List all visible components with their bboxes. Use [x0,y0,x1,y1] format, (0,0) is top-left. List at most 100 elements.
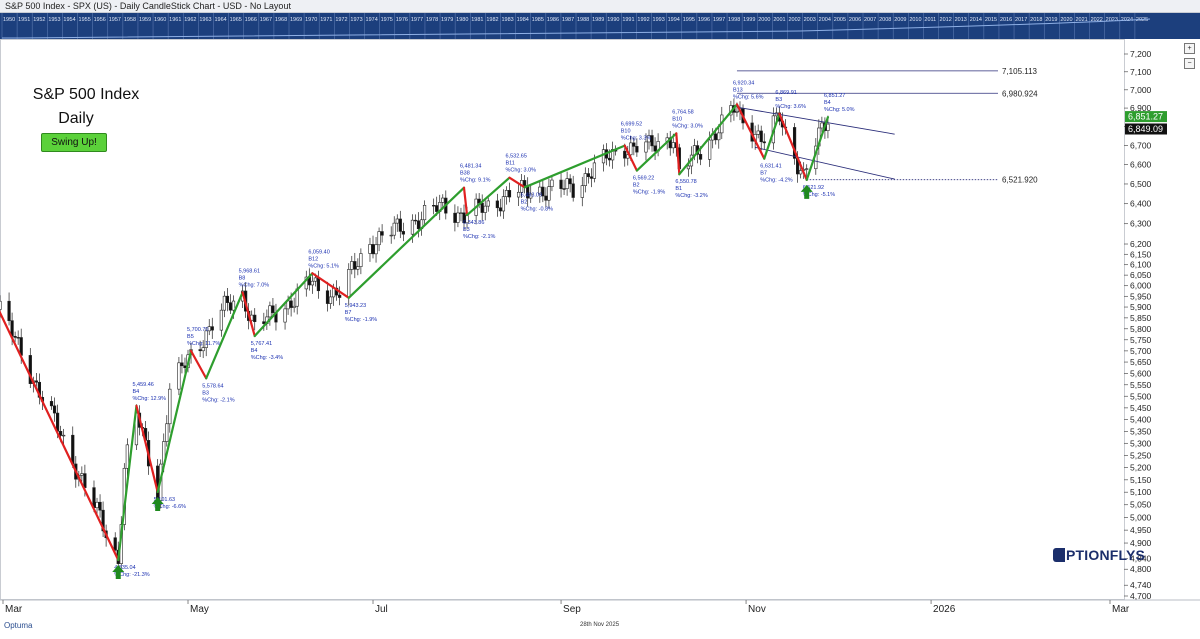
swing-label-text: 6,920.34 [733,80,754,86]
candle [756,124,760,139]
candle-body [601,149,606,164]
swing-label-text: B38 [460,171,470,177]
candle [268,301,272,326]
candle-body [368,244,372,254]
swing-leg-line [678,103,739,176]
y-axis-tick-label: 6,000 [1130,281,1152,291]
candle-body [453,212,457,223]
candle-body [289,300,293,308]
candle-body [456,212,460,223]
overview-year-label: 2003 [804,17,816,23]
candle [541,180,545,203]
candle-body [635,146,639,153]
candle [601,144,606,172]
zoom-out-icon[interactable]: − [1184,58,1195,69]
candle-body [623,150,627,159]
candle [438,194,442,221]
overview-year-label: 2009 [894,17,906,23]
overview-year-label: 1957 [109,17,121,23]
candle-body [125,444,129,469]
y-axis-tick-label: 5,200 [1130,463,1152,473]
overview-year-label: 1953 [48,17,60,23]
swing-label-text: %Chg: 5.1% [308,263,339,269]
candle [456,206,460,228]
candle-body [507,190,512,198]
overview-year-label: 1961 [169,17,181,23]
swing-label-text: 5,459.46 [132,382,153,388]
zoom-in-icon[interactable]: + [1184,43,1195,54]
swing-label-text: B5 [187,334,194,340]
overview-year-label: 1966 [245,17,257,23]
swing-leg-line [253,272,314,338]
overview-year-label: 1962 [184,17,196,23]
candle-body [441,197,445,203]
overview-year-label: 1964 [214,17,226,23]
chart-title: S&P 500 Index - SPX (US) - Daily CandleS… [5,1,291,11]
swing-label-text: 6,631.41 [760,164,781,170]
candle-body [580,185,584,198]
brand-mark-icon [1053,548,1065,562]
overview-year-label: 1956 [94,17,106,23]
overview-year-label: 1997 [713,17,725,23]
candle-body [529,193,533,199]
swing-label-text: 6,481.34 [460,164,481,170]
candle-body [498,207,502,212]
candle [380,224,384,243]
candle-body [198,349,202,352]
channel-line [736,106,895,135]
candle [653,137,657,161]
swing-leg-line [0,310,120,562]
y-axis-tick-label: 5,300 [1130,438,1152,448]
candle [395,214,399,232]
y-axis-tick-label: 6,700 [1130,140,1152,150]
y-axis-tick-label: 6,600 [1130,160,1152,170]
swing-label-text: 4,835.04 [114,565,135,571]
history-overview-strip[interactable]: 1950 1951 1952 1953 1954 1955 1956 1957 1958 1959… [0,13,1200,39]
y-axis-tick-label: 5,100 [1130,487,1152,497]
overview-year-label: 2010 [909,17,921,23]
swing-label-text: 5,700.70 [187,327,208,333]
price-badge [1125,123,1167,135]
swing-label-text: %Chg: -3.4% [251,355,284,361]
overview-year-label: 2018 [1030,17,1042,23]
candle [589,168,593,188]
candle [650,129,654,152]
overview-year-label: 1983 [501,17,513,23]
candle-body [268,305,272,318]
candle [686,158,691,177]
swing-leg-line [735,103,766,160]
candle-body [708,139,712,160]
swing-signal-badge: Swing Up! [41,133,107,152]
overview-year-label: 1967 [260,17,272,23]
candle [398,210,402,239]
swing-leg-line [205,291,244,380]
overview-year-label: 1992 [637,17,649,23]
y-axis-tick-label: 6,400 [1130,199,1152,209]
overview-year-label: 1976 [396,17,408,23]
candle-body [92,487,96,509]
y-axis-tick-label: 5,900 [1130,302,1152,312]
overview-year-label: 1955 [79,17,91,23]
swing-label-text: 5,943.23 [345,303,366,309]
candle-body [759,130,763,143]
candle [310,273,314,294]
candle [34,373,38,389]
y-axis-tick-label: 6,100 [1130,260,1152,270]
swing-label-text: B2 [633,183,640,189]
candle [498,198,502,217]
candle-body [0,300,2,310]
swing-label-text: B3 [202,390,209,396]
candle-body [304,276,308,290]
candle-body [168,388,172,425]
price-chart-area[interactable]: 7,2007,1007,0006,9006,8006,7006,6006,500… [0,39,1200,634]
swing-label-text: %Chg: -6.6% [154,504,187,510]
candle [389,226,393,244]
swing-label-text: B10 [672,116,682,122]
swing-up-arrow-icon [112,565,125,580]
candle [219,303,223,337]
overview-year-label: 1969 [290,17,302,23]
candle-body [207,326,211,332]
candle [586,168,590,184]
candle-body [389,234,393,237]
overview-year-label: 1990 [607,17,619,23]
